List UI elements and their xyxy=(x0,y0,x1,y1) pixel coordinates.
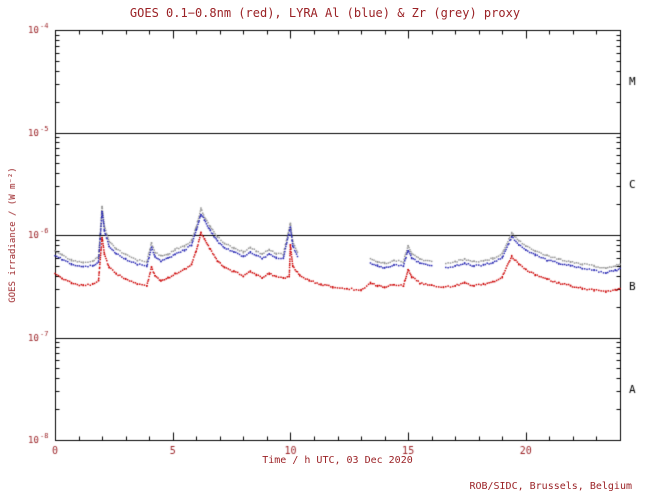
chart-title: GOES 0.1−0.8nm (red), LYRA Al (blue) & Z… xyxy=(129,6,521,20)
credit-text: ROB/SIDC, Brussels, Belgium xyxy=(469,481,632,492)
x-axis-label: Time / h UTC, 03 Dec 2020 xyxy=(262,455,413,466)
y-axis-label: GOES irradiance / (W m⁻²) xyxy=(8,167,18,303)
